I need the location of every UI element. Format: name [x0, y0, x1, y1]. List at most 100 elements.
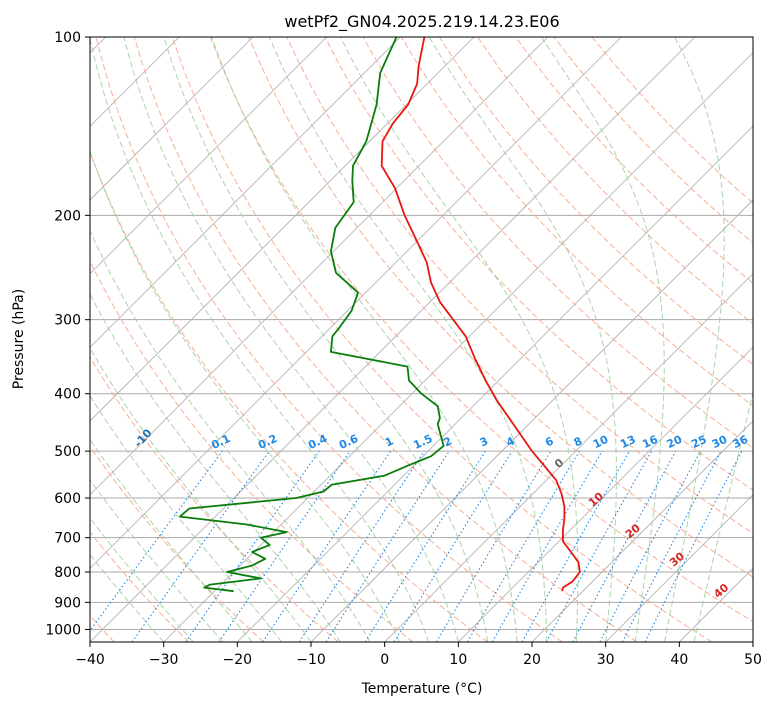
moist-adiabat-line: [90, 394, 282, 642]
temperature-line: [380, 37, 581, 592]
isotherm-line: [679, 567, 753, 642]
mixing-ratio-line: [262, 450, 392, 642]
y-tick-label: 500: [54, 444, 81, 460]
x-axis-ticks: −40 −30 −20 −10 0 10 20 30 40 50: [75, 642, 762, 668]
mixing-ratio-label: 10: [591, 433, 611, 451]
mixing-ratio-line: [572, 450, 677, 642]
pressure-gridlines: [90, 37, 753, 630]
x-tick-label: −10: [296, 652, 326, 668]
moist-adiabat-line: [90, 347, 312, 642]
y-tick-label: 100: [54, 30, 81, 46]
moist-adiabats: [90, 37, 753, 642]
moist-adiabat-label: 20: [623, 521, 643, 541]
mixing-ratio-label: 30: [710, 433, 730, 451]
dry-adiabat-line: [90, 445, 264, 642]
moist-adiabat-line: [693, 390, 753, 642]
moist-adiabat-line: [211, 37, 518, 642]
mixing-ratio-label: 36: [731, 433, 751, 451]
y-tick-label: 300: [54, 313, 81, 329]
dewpoint-line: [179, 37, 445, 593]
moist-adiabat-line: [90, 553, 165, 642]
moist-adiabat-line: [90, 479, 223, 642]
sounding-series: [179, 37, 581, 593]
mixing-ratio-label: 25: [689, 433, 708, 451]
mixing-ratio-line: [131, 450, 270, 642]
isotherm-line: [310, 199, 753, 642]
isotherm-line: [531, 420, 753, 642]
moist-adiabat-line: [90, 229, 371, 642]
isotherm-line: [90, 37, 622, 569]
dry-adiabat-line: [171, 37, 712, 642]
mixing-ratio-label: 1.5: [411, 432, 434, 452]
moist-adiabat-line: [428, 37, 617, 642]
dry-adiabat-line: [515, 37, 753, 284]
mixing-ratio-line: [218, 450, 351, 642]
moist-adiabat-line: [269, 37, 548, 642]
isotherm-line: [90, 37, 401, 348]
moist-adiabat-label: 10: [586, 489, 606, 509]
moist-adiabat-label: 0: [552, 456, 566, 471]
dry-adiabat-line: [95, 37, 563, 642]
moist-adiabat-line: [90, 37, 430, 642]
isotherm-line: [90, 37, 475, 422]
x-tick-label: 20: [523, 652, 541, 668]
dry-adiabat-line: [400, 37, 753, 407]
x-tick-label: 40: [670, 652, 688, 668]
mixing-ratio-label: 13: [618, 433, 637, 451]
mixing-ratio-line: [467, 450, 580, 642]
mixing-ratio-label: 3: [478, 434, 490, 449]
mixing-ratio-line: [435, 450, 552, 642]
dry-adiabat-line: [133, 37, 638, 642]
dry-adiabat-line: [286, 37, 753, 534]
isotherm-line: [237, 125, 753, 642]
dry-adiabat-line: [90, 356, 339, 642]
isotherm-line: [90, 37, 696, 642]
moist-adiabat-line: [163, 37, 489, 642]
moist-adiabat-line: [90, 517, 194, 642]
mixing-ratio-line: [185, 450, 320, 642]
x-tick-label: 30: [597, 652, 615, 668]
y-tick-label: 900: [54, 595, 81, 611]
y-tick-label: 700: [54, 531, 81, 547]
y-tick-label: 1000: [45, 622, 81, 638]
chart-title: wetPf2_GN04.2025.219.14.23.E06: [284, 12, 559, 32]
moist-adiabat-line: [540, 37, 665, 642]
dry-adiabat-line: [248, 37, 753, 578]
moist-adiabat-line: [90, 149, 400, 642]
moist-adiabat-line: [123, 37, 459, 642]
dry-adiabat-line: [90, 150, 488, 642]
dry-adiabat-line: [90, 259, 414, 642]
x-tick-label: 10: [449, 652, 467, 668]
isotherm-line: [458, 346, 753, 642]
y-tick-label: 600: [54, 491, 81, 507]
mixing-ratio-line: [644, 450, 743, 642]
x-tick-label: −20: [223, 652, 253, 668]
mixing-ratio-line: [599, 450, 701, 642]
dry-adiabat-line: [90, 531, 190, 642]
mixing-ratio-line: [545, 450, 653, 642]
mixing-ratio-line: [393, 450, 513, 642]
mixing-ratio-line: [325, 450, 450, 642]
dry-adiabat-label: -10: [132, 426, 155, 450]
moist-adiabat-line: [90, 438, 253, 642]
dry-adiabat-line: [438, 37, 753, 366]
x-tick-label: 0: [380, 652, 389, 668]
mixing-ratio-label: 0.1: [209, 432, 232, 452]
dry-adiabat-line: [591, 37, 753, 204]
moist-adiabat-line: [664, 37, 725, 642]
y-tick-label: 800: [54, 565, 81, 581]
plot-frame: [89, 36, 754, 643]
isotherm-line: [384, 273, 753, 642]
y-tick-label: 400: [54, 387, 81, 403]
mixing-ratio-label: 8: [572, 434, 584, 449]
isotherm-line: [90, 37, 254, 201]
x-tick-label: 50: [744, 652, 762, 668]
isotherm-line: [752, 641, 753, 642]
mixing-ratio-lines: [90, 450, 743, 642]
moist-adiabat-line: [340, 37, 579, 642]
isotherm-line: [90, 37, 327, 275]
isotherm-line: [90, 37, 548, 496]
